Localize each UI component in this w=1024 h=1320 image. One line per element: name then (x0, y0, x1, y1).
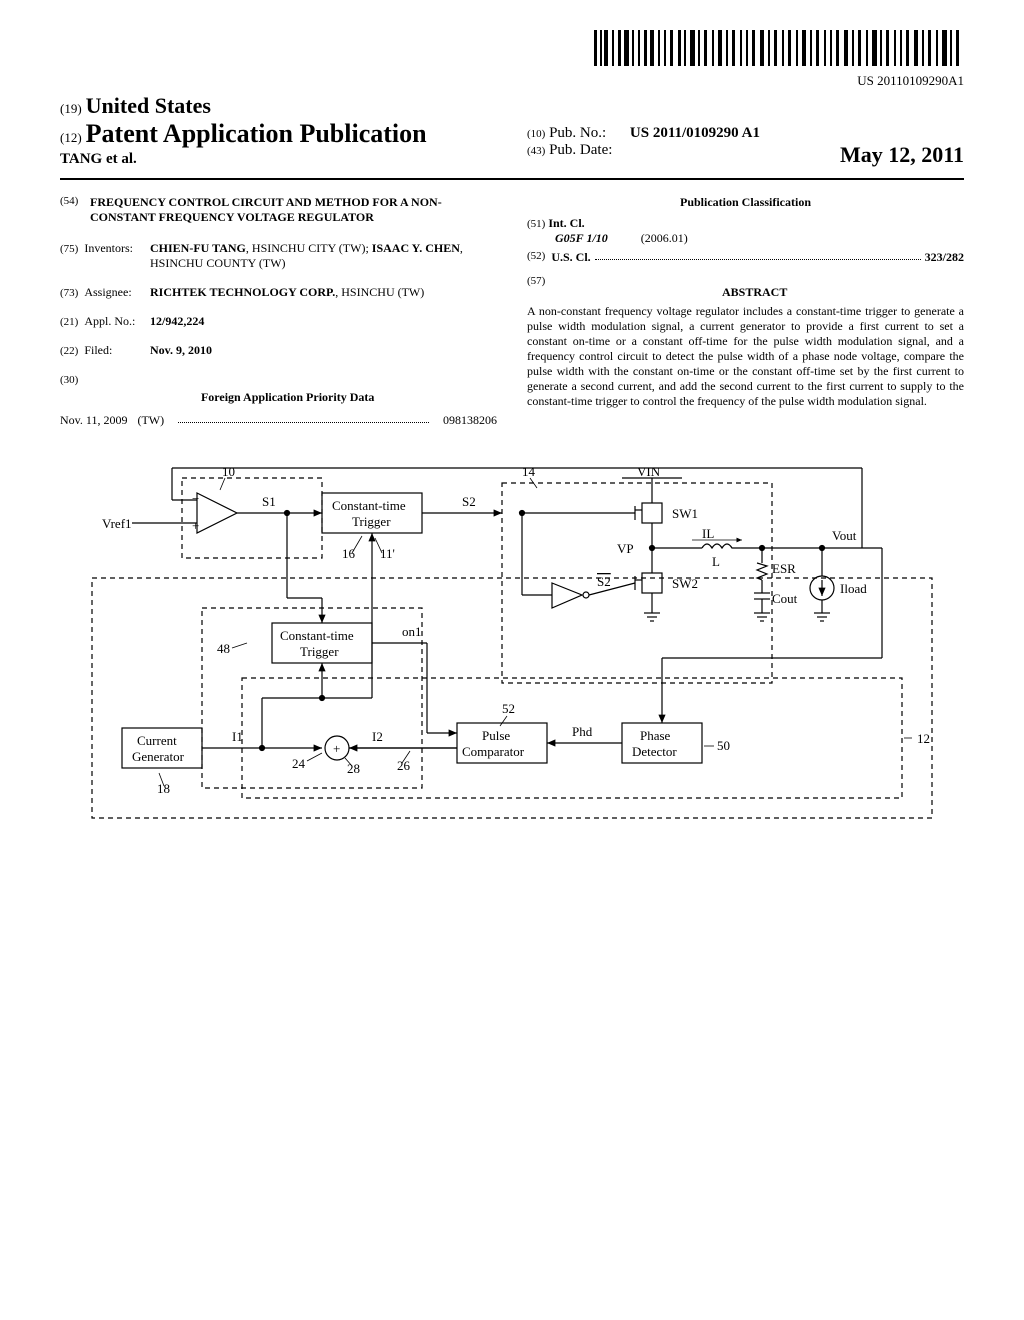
abstract-prefix: (57) (527, 275, 545, 300)
svg-text:I2: I2 (372, 729, 383, 744)
svg-text:VIN: VIN (637, 464, 661, 479)
assignee-prefix: (73) (60, 287, 78, 299)
uscl-value: 323/282 (925, 250, 964, 265)
intcl-label: Int. Cl. (548, 216, 584, 230)
authors: TANG et al. (60, 151, 497, 168)
svg-text:IL: IL (702, 526, 714, 541)
svg-text:48: 48 (217, 641, 230, 656)
pubtype: Patent Application Publication (86, 119, 427, 148)
inventors-value: CHIEN-FU TANG, HSINCHU CITY (TW); ISAAC … (150, 241, 497, 271)
title: FREQUENCY CONTROL CIRCUIT AND METHOD FOR… (90, 195, 497, 225)
pubtype-prefix: (12) (60, 130, 82, 145)
svg-text:S1: S1 (262, 494, 276, 509)
uscl-label: U.S. Cl. (551, 250, 590, 265)
intcl-code: G05F 1/10 (555, 231, 608, 245)
right-column: Publication Classification (51) Int. Cl.… (527, 195, 964, 428)
svg-text:Iload: Iload (840, 581, 867, 596)
svg-text:11': 11' (380, 546, 395, 561)
svg-text:+: + (192, 518, 199, 533)
svg-text:Cout: Cout (772, 591, 798, 606)
svg-text:Comparator: Comparator (462, 744, 525, 759)
title-prefix: (54) (60, 195, 90, 225)
svg-text:16: 16 (342, 546, 356, 561)
svg-text:18: 18 (157, 781, 170, 796)
svg-text:Constant-time: Constant-time (332, 498, 406, 513)
svg-text:+: + (333, 741, 340, 756)
svg-text:Phd: Phd (572, 724, 593, 739)
svg-text:−: − (192, 491, 199, 506)
barcode-area: US 20110109290A1 (60, 30, 964, 89)
svg-text:Vout: Vout (832, 528, 857, 543)
pubdate-label: Pub. Date: (549, 142, 612, 158)
applno-label: Appl. No.: (84, 314, 135, 328)
svg-text:I1: I1 (232, 729, 243, 744)
priority-heading: Foreign Application Priority Data (78, 390, 497, 405)
priority-number: 098138206 (443, 413, 497, 428)
pubno-label: Pub. No.: (549, 125, 606, 141)
svg-text:S2: S2 (462, 494, 476, 509)
left-column: (54) FREQUENCY CONTROL CIRCUIT AND METHO… (60, 195, 497, 428)
svg-text:L: L (712, 554, 720, 569)
priority-prefix: (30) (60, 374, 78, 405)
svg-text:Generator: Generator (132, 749, 185, 764)
country-prefix: (19) (60, 101, 82, 116)
intcl-date: (2006.01) (641, 231, 688, 245)
svg-text:ESR: ESR (772, 561, 796, 576)
assignee-value: RICHTEK TECHNOLOGY CORP., HSINCHU (TW) (150, 285, 497, 300)
svg-text:Trigger: Trigger (300, 644, 339, 659)
svg-text:Current: Current (137, 733, 177, 748)
svg-text:50: 50 (717, 738, 730, 753)
svg-text:on1: on1 (402, 624, 422, 639)
barcode-icon (594, 30, 964, 66)
svg-text:10: 10 (222, 464, 235, 479)
applno-prefix: (21) (60, 316, 78, 328)
priority-date: Nov. 11, 2009 (60, 413, 127, 428)
svg-text:Constant-time: Constant-time (280, 628, 354, 643)
applno-value: 12/942,224 (150, 314, 497, 329)
svg-text:SW2: SW2 (672, 576, 698, 591)
abstract-heading: ABSTRACT (545, 285, 964, 300)
filed-prefix: (22) (60, 345, 78, 357)
country: United States (86, 93, 211, 118)
inventors-prefix: (75) (60, 243, 78, 255)
intcl-prefix: (51) (527, 218, 545, 230)
svg-text:12: 12 (917, 731, 930, 746)
inventors-label: Inventors: (84, 241, 133, 255)
svg-text:Detector: Detector (632, 744, 677, 759)
uscl-prefix: (52) (527, 250, 545, 265)
svg-text:52: 52 (502, 701, 515, 716)
svg-text:14: 14 (522, 464, 536, 479)
svg-text:Vref1: Vref1 (102, 516, 132, 531)
pubdate-prefix: (43) (527, 145, 545, 157)
priority-country: (TW) (137, 413, 164, 428)
pubdate-value: May 12, 2011 (840, 142, 964, 168)
svg-text:Phase: Phase (640, 728, 671, 743)
pubno-value: US 2011/0109290 A1 (630, 125, 760, 141)
barcode-number: US 20110109290A1 (60, 73, 964, 89)
assignee-label: Assignee: (84, 285, 131, 299)
filed-value: Nov. 9, 2010 (150, 343, 497, 358)
svg-text:24: 24 (292, 756, 306, 771)
classification-heading: Publication Classification (527, 195, 964, 210)
svg-text:Trigger: Trigger (352, 514, 391, 529)
svg-text:Pulse: Pulse (482, 728, 510, 743)
svg-text:S2: S2 (597, 574, 611, 589)
abstract-text: A non-constant frequency voltage regulat… (527, 304, 964, 409)
priority-row: Nov. 11, 2009 (TW) 098138206 (60, 413, 497, 428)
svg-text:VP: VP (617, 541, 634, 556)
pubno-prefix: (10) (527, 128, 545, 140)
circuit-figure: − + Vref1 10 S1 Constant-time Trigger 16… (60, 458, 964, 838)
svg-text:SW1: SW1 (672, 506, 698, 521)
svg-text:28: 28 (347, 761, 360, 776)
filed-label: Filed: (84, 343, 112, 357)
